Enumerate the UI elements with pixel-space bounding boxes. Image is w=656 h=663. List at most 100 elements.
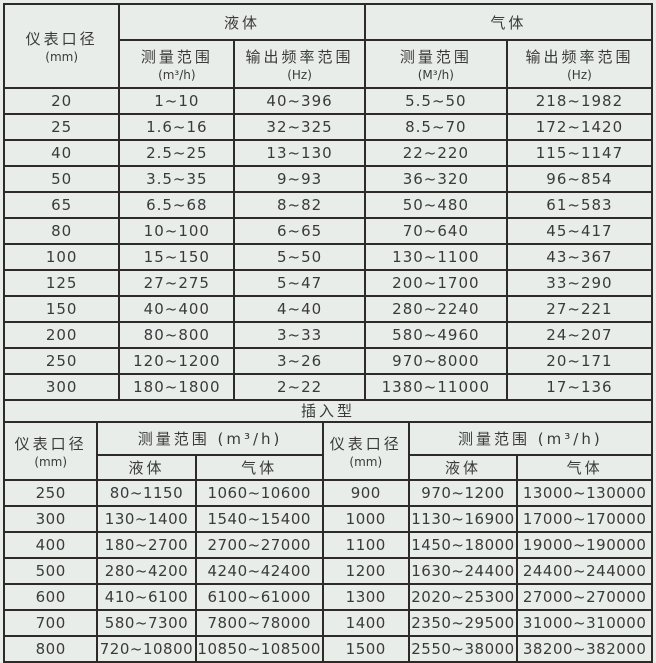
- cell-right-gas: 13000~130000: [516, 479, 651, 507]
- cell-right-gas: 24400~244000: [516, 557, 651, 585]
- table-row: 300 180~1800 2~22 1380~11000 17~136: [5, 373, 651, 399]
- cell-liquid_freq: 2~22: [233, 373, 366, 399]
- cell-gas_range: 5.5~50: [363, 87, 508, 115]
- cell-left-dn: 300: [5, 505, 99, 533]
- cell-dn: 80: [5, 217, 121, 245]
- cell-right-gas: 38200~382000: [516, 635, 651, 661]
- cell-left-liquid: 130~1400: [96, 505, 197, 533]
- cell-dn: 250: [5, 347, 121, 375]
- cell-liquid_range: 1~10: [118, 87, 236, 115]
- cell-liquid_freq: 8~82: [233, 191, 366, 219]
- cell-gas_freq: 61~583: [505, 191, 651, 219]
- cell-right-liquid: 2550~38000: [407, 635, 519, 661]
- cell-left-dn: 250: [5, 479, 99, 507]
- table-row: 65 6.5~68 8~82 50~480 61~583: [5, 191, 651, 219]
- cell-liquid_freq: 5~50: [233, 243, 366, 271]
- cell-left-dn: 800: [5, 635, 99, 661]
- cell-gas_freq: 43~367: [505, 243, 651, 271]
- cell-dn: 125: [5, 269, 121, 297]
- cell-gas_freq: 33~290: [505, 269, 651, 297]
- cell-gas_freq: 24~207: [505, 321, 651, 349]
- cell-right-liquid: 1450~18000: [407, 531, 519, 559]
- table-row: 300 130~1400 1540~15400 1000 1130~16900 17000…: [5, 505, 651, 533]
- cell-gas_freq: 17~136: [505, 373, 651, 399]
- insertion-type-title: 插入型: [5, 399, 651, 423]
- cell-gas_freq: 96~854: [505, 165, 651, 193]
- table-row: 700 580~7300 7800~78000 1400 2350~29500 31000…: [5, 609, 651, 637]
- cell-right-liquid: 970~1200: [407, 479, 519, 507]
- table-row: 50 3.5~35 9~93 36~320 96~854: [5, 165, 651, 193]
- cell-left-liquid: 410~6100: [96, 583, 197, 611]
- cell-liquid_range: 80~800: [118, 321, 236, 349]
- cell-right-dn: 1500: [321, 635, 410, 661]
- flow-meter-spec-table: 仪表口径 (mm) 液体 气体 测量范围 (m³/h) 输出频率范围 (Hz): [3, 3, 653, 663]
- cell-right-liquid: 1130~16900: [407, 505, 519, 533]
- table-row: 800 720~10800 10850~108500 1500 2550~38000 38…: [5, 635, 651, 661]
- cell-gas_freq: 27~221: [505, 295, 651, 323]
- insertion-header-diameter-left: 仪表口径 (mm): [5, 423, 99, 481]
- cell-liquid_freq: 4~40: [233, 295, 366, 323]
- cell-gas_freq: 20~171: [505, 347, 651, 375]
- cell-liquid_freq: 32~325: [233, 113, 366, 141]
- cell-dn: 50: [5, 165, 121, 193]
- table-row: 100 15~150 5~50 130~1100 43~367: [5, 243, 651, 271]
- cell-gas_range: 200~1700: [363, 269, 508, 297]
- cell-left-gas: 6100~61000: [194, 583, 324, 611]
- cell-liquid_freq: 6~65: [233, 217, 366, 245]
- cell-dn: 40: [5, 139, 121, 167]
- cell-left-gas: 2700~27000: [194, 531, 324, 559]
- cell-dn: 150: [5, 295, 121, 323]
- diameter-label: 仪表口径: [25, 30, 98, 48]
- header-gas-measure-range: 测量范围 (M³/h): [363, 39, 508, 89]
- cell-gas_freq: 218~1982: [505, 87, 651, 115]
- cell-gas_range: 36~320: [363, 165, 508, 193]
- table-row: 20 1~10 40~396 5.5~50 218~1982: [5, 87, 651, 115]
- insertion-header-liquid-left: 液体: [97, 454, 197, 481]
- cell-right-dn: 1400: [321, 609, 410, 637]
- cell-dn: 20: [5, 87, 121, 115]
- cell-liquid_freq: 40~396: [233, 87, 366, 115]
- cell-liquid_range: 180~1800: [118, 373, 236, 399]
- cell-right-liquid: 2350~29500: [407, 609, 519, 637]
- header-row-sub: 测量范围 (m³/h) 输出频率范围 (Hz) 测量范围 (M³/h) 输出频率…: [5, 39, 651, 89]
- insertion-type-range-table: 仪表口径 (mm) 测量范围 (m³/h) 仪表口径 (mm) 测量范围 (m³…: [5, 423, 651, 661]
- cell-left-gas: 7800~78000: [194, 609, 324, 637]
- cell-liquid_freq: 13~130: [233, 139, 366, 167]
- table-row: 250 120~1200 3~26 970~8000 20~171: [5, 347, 651, 375]
- header-gas-group: 气体: [363, 5, 651, 41]
- cell-gas_range: 130~1100: [363, 243, 508, 271]
- insertion-header-liquid-right: 液体: [407, 454, 519, 481]
- diameter-unit: (mm): [45, 50, 79, 64]
- cell-gas_range: 970~8000: [363, 347, 508, 375]
- table-row: 500 280~4200 4240~42400 1200 1630~24400 24400…: [5, 557, 651, 585]
- cell-right-dn: 1100: [321, 531, 410, 559]
- cell-gas_range: 70~640: [363, 217, 508, 245]
- flange-type-range-table: 仪表口径 (mm) 液体 气体 测量范围 (m³/h) 输出频率范围 (Hz): [5, 5, 651, 399]
- insertion-header-row-sub: 液体 气体 液体 气体: [5, 454, 651, 481]
- cell-left-dn: 500: [5, 557, 99, 585]
- header-liquid-freq-range: 输出频率范围 (Hz): [233, 39, 366, 89]
- table-row: 40 2.5~25 13~130 22~220 115~1147: [5, 139, 651, 167]
- table-row: 125 27~275 5~47 200~1700 33~290: [5, 269, 651, 297]
- cell-gas_range: 22~220: [363, 139, 508, 167]
- cell-gas_range: 8.5~70: [363, 113, 508, 141]
- cell-liquid_range: 40~400: [118, 295, 236, 323]
- cell-gas_range: 50~480: [363, 191, 508, 219]
- gas-label: 气体: [490, 13, 527, 32]
- cell-left-gas: 1060~10600: [194, 479, 324, 507]
- header-liquid-group: 液体: [118, 5, 366, 41]
- cell-right-gas: 17000~170000: [516, 505, 651, 533]
- cell-dn: 100: [5, 243, 121, 271]
- cell-liquid_freq: 9~93: [233, 165, 366, 193]
- cell-dn: 300: [5, 373, 121, 399]
- insertion-header-row-groups: 仪表口径 (mm) 测量范围 (m³/h) 仪表口径 (mm) 测量范围 (m³…: [5, 423, 651, 481]
- cell-liquid_freq: 3~33: [233, 321, 366, 349]
- insertion-header-gas-right: 气体: [516, 454, 651, 481]
- cell-right-gas: 19000~190000: [516, 531, 651, 559]
- cell-right-liquid: 2020~25300: [407, 583, 519, 611]
- cell-liquid_range: 1.6~16: [118, 113, 236, 141]
- table-row: 250 80~1150 1060~10600 900 970~1200 13000~130…: [5, 479, 651, 507]
- table-row: 80 10~100 6~65 70~640 45~417: [5, 217, 651, 245]
- cell-liquid_freq: 5~47: [233, 269, 366, 297]
- cell-left-gas: 10850~108500: [194, 635, 324, 661]
